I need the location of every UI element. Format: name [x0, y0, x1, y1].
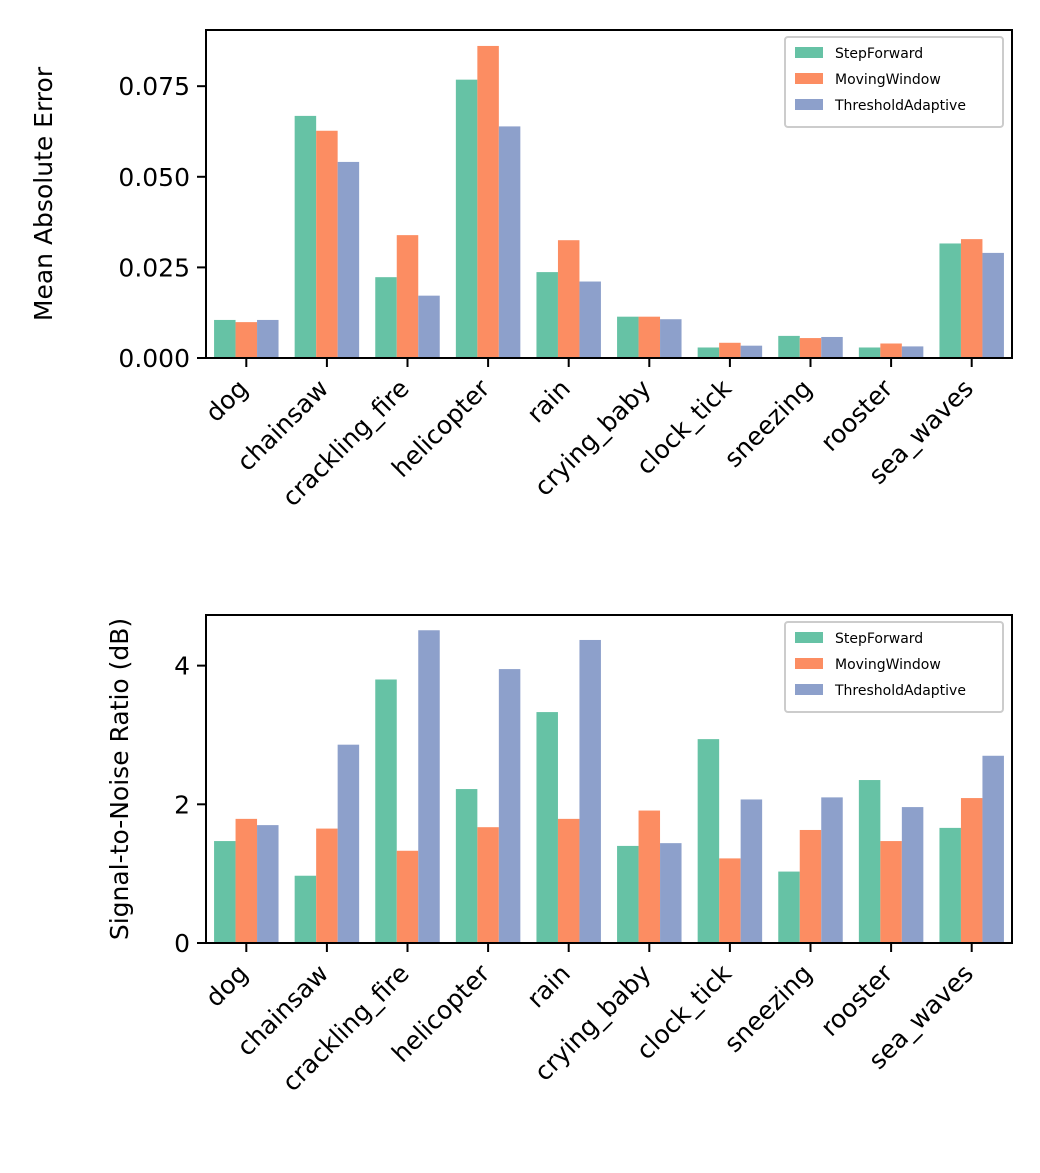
bar-StepForward-chainsaw [294, 875, 317, 943]
bar-ThresholdAdaptive-rooster [901, 807, 924, 943]
bar-ThresholdAdaptive-rain [579, 639, 601, 943]
bar-ThresholdAdaptive-crying_baby [660, 319, 682, 358]
legend [784, 36, 1004, 128]
legend-swatch-StepForward [795, 47, 823, 58]
bar-ThresholdAdaptive-clock_tick [740, 345, 763, 358]
legend-label-MovingWindow: MovingWindow [835, 72, 941, 88]
bar-StepForward-rooster [858, 780, 881, 943]
bar-ThresholdAdaptive-sneezing [821, 797, 843, 943]
bar-ThresholdAdaptive-chainsaw [337, 744, 360, 943]
bar-ThresholdAdaptive-chainsaw [337, 161, 360, 358]
legend [784, 621, 1004, 713]
bar-StepForward-rain [536, 272, 558, 358]
bar-StepForward-sea_waves [939, 243, 961, 358]
legend-swatch-ThresholdAdaptive [795, 684, 823, 695]
y-tick-label: 0.000 [118, 344, 190, 373]
bar-StepForward-helicopter [455, 79, 478, 358]
legend-label-ThresholdAdaptive: ThresholdAdaptive [834, 683, 966, 699]
x-tick-label-sneezing: sneezing [718, 374, 817, 473]
legend-label-ThresholdAdaptive: ThresholdAdaptive [834, 98, 966, 114]
bar-MovingWindow-dog [235, 322, 258, 358]
bar-MovingWindow-helicopter [477, 827, 499, 943]
bar-StepForward-chainsaw [294, 115, 317, 358]
y-tick-label: 4 [174, 652, 190, 681]
x-tick-label-rain: rain [521, 374, 576, 429]
bar-MovingWindow-rooster [880, 343, 902, 358]
bar-MovingWindow-crackling_fire [396, 850, 419, 943]
bar-ThresholdAdaptive-helicopter [498, 126, 521, 358]
x-tick-label-dog: dog [200, 959, 254, 1013]
bar-MovingWindow-dog [235, 818, 258, 943]
bar-StepForward-crackling_fire [375, 679, 397, 943]
bar-StepForward-rooster [858, 347, 881, 358]
legend-label-MovingWindow: MovingWindow [835, 657, 941, 673]
y-axis-label: Signal-to-Noise Ratio (dB) [105, 618, 134, 940]
bar-MovingWindow-crackling_fire [396, 235, 419, 358]
axes-frame [205, 29, 1013, 359]
bar-StepForward-sea_waves [939, 827, 961, 943]
bar-StepForward-dog [214, 841, 236, 943]
bar-StepForward-dog [214, 319, 236, 358]
y-tick-label: 0.050 [118, 163, 190, 192]
bar-MovingWindow-helicopter [477, 45, 499, 358]
bar-ThresholdAdaptive-dog [257, 319, 279, 358]
bar-MovingWindow-crying_baby [638, 316, 661, 358]
legend-swatch-MovingWindow [795, 73, 823, 84]
bar-MovingWindow-chainsaw [316, 828, 338, 943]
bar-ThresholdAdaptive-dog [257, 825, 279, 943]
legend-swatch-ThresholdAdaptive [795, 99, 823, 110]
legend-label-StepForward: StepForward [835, 46, 923, 62]
y-tick-label: 0 [174, 929, 190, 958]
y-tick-label: 2 [174, 790, 190, 819]
bar-ThresholdAdaptive-helicopter [498, 669, 521, 943]
legend-swatch-StepForward [795, 632, 823, 643]
bar-ThresholdAdaptive-rain [579, 281, 601, 358]
bar-ThresholdAdaptive-crying_baby [660, 843, 682, 943]
bar-StepForward-sneezing [778, 871, 800, 943]
x-tick-label-rooster: rooster [815, 373, 899, 457]
bar-ThresholdAdaptive-rooster [901, 346, 924, 358]
bar-StepForward-crackling_fire [375, 277, 397, 358]
x-tick-label-rain: rain [521, 959, 576, 1014]
bar-ThresholdAdaptive-clock_tick [740, 799, 763, 943]
bar-StepForward-crying_baby [617, 316, 639, 358]
legend-swatch-MovingWindow [795, 658, 823, 669]
y-tick-label: 0.025 [118, 253, 190, 282]
bar-MovingWindow-clock_tick [719, 342, 741, 358]
bar-MovingWindow-sea_waves [960, 798, 983, 943]
bar-StepForward-helicopter [455, 789, 478, 943]
bar-MovingWindow-rooster [880, 841, 902, 943]
bar-MovingWindow-crying_baby [638, 810, 661, 943]
bar-MovingWindow-sneezing [799, 338, 822, 358]
x-tick-label-dog: dog [200, 374, 254, 428]
mae-chart: 0.0000.0250.0500.075dogchainsawcrackling… [29, 29, 1013, 512]
x-tick-label-sneezing: sneezing [718, 959, 817, 1058]
bar-MovingWindow-clock_tick [719, 858, 741, 943]
bar-ThresholdAdaptive-sea_waves [982, 755, 1004, 943]
legend-label-StepForward: StepForward [835, 631, 923, 647]
y-axis-label: Mean Absolute Error [29, 66, 58, 321]
bar-ThresholdAdaptive-sea_waves [982, 252, 1004, 358]
bar-MovingWindow-sea_waves [960, 239, 983, 358]
bar-StepForward-clock_tick [697, 739, 720, 943]
bar-ThresholdAdaptive-crackling_fire [418, 630, 440, 943]
bar-StepForward-sneezing [778, 335, 800, 358]
axes-frame [205, 614, 1013, 944]
bar-ThresholdAdaptive-sneezing [821, 336, 843, 358]
x-tick-label-rooster: rooster [815, 958, 899, 1042]
y-tick-label: 0.075 [118, 72, 190, 101]
bar-StepForward-rain [536, 712, 558, 943]
bar-MovingWindow-sneezing [799, 829, 822, 943]
bar-MovingWindow-rain [557, 240, 580, 358]
bar-MovingWindow-rain [557, 818, 580, 943]
bar-StepForward-crying_baby [617, 845, 639, 943]
bar-MovingWindow-chainsaw [316, 130, 338, 358]
bar-StepForward-clock_tick [697, 347, 720, 358]
bar-ThresholdAdaptive-crackling_fire [418, 295, 440, 358]
